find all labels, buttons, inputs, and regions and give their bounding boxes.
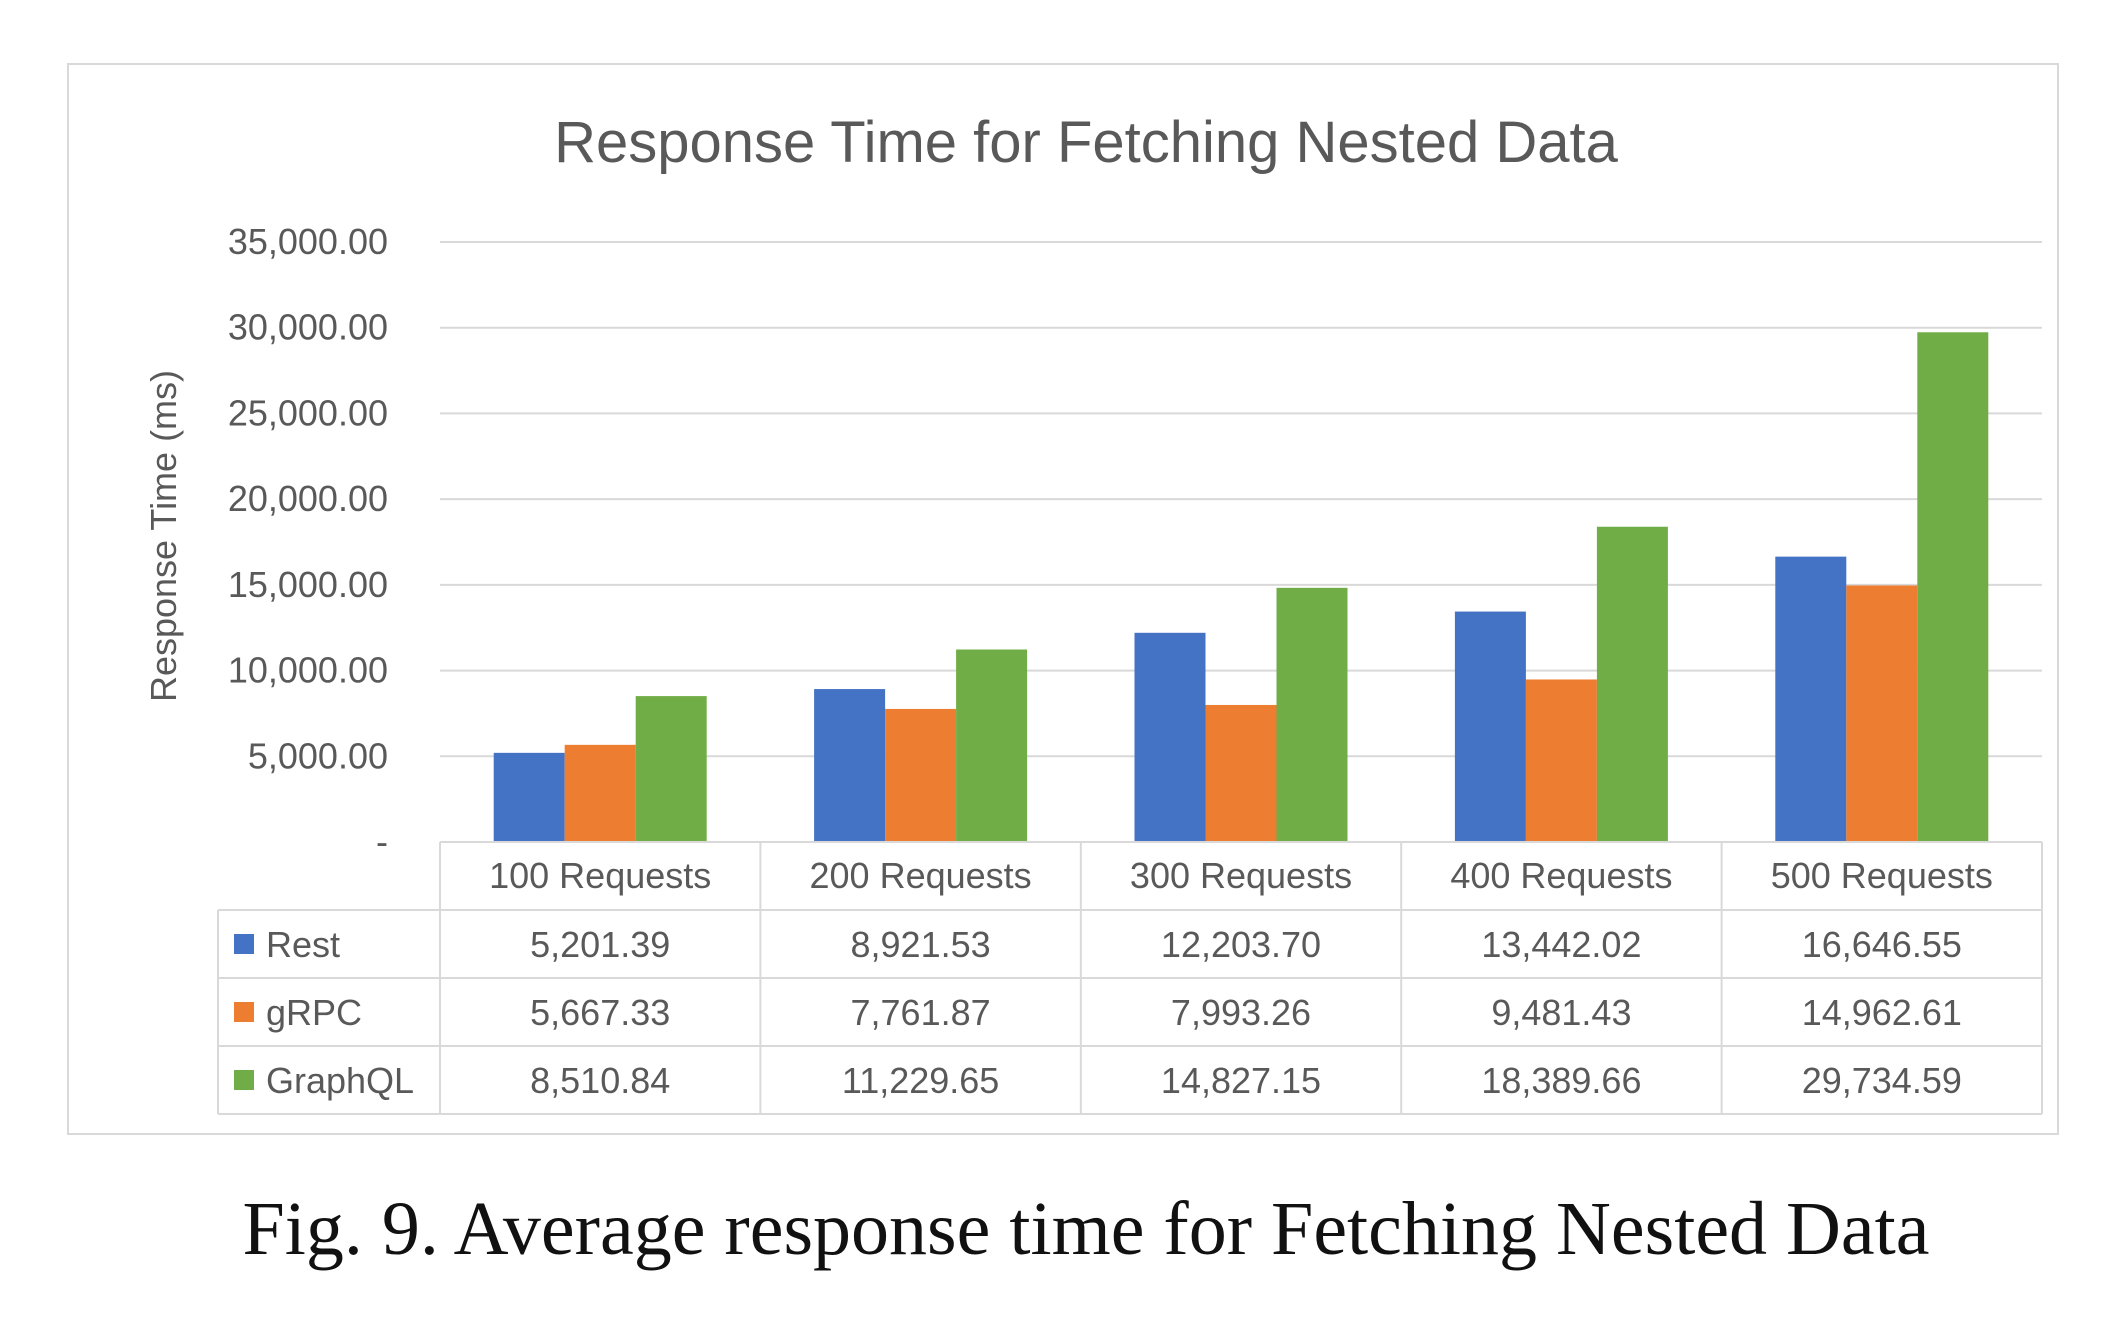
table-cell: 18,389.66 — [1481, 1060, 1641, 1101]
legend-key-graphql — [234, 1070, 254, 1090]
table-cell: 5,667.33 — [530, 992, 670, 1033]
table-cell: 8,510.84 — [530, 1060, 670, 1101]
bar-graphql-5 — [1917, 332, 1989, 842]
y-tick-label: 35,000.00 — [228, 221, 388, 262]
bar-rest-2 — [814, 689, 886, 842]
chart-title: Response Time for Fetching Nested Data — [554, 110, 1619, 175]
y-tick-label: 25,000.00 — [228, 392, 388, 433]
table-cell: 14,962.61 — [1802, 992, 1962, 1033]
table-cell: 11,229.65 — [842, 1060, 999, 1101]
bars — [493, 332, 1989, 842]
series-label: Rest — [266, 924, 340, 965]
bar-graphql-2 — [956, 649, 1028, 842]
category-label: 100 Requests — [489, 855, 711, 896]
table-cell: 16,646.55 — [1802, 924, 1962, 965]
data-table: 100 Requests 200 Requests 300 Requests 400 … — [217, 841, 2043, 1115]
table-cell: 5,201.39 — [530, 924, 670, 965]
y-tick-label: 15,000.00 — [228, 564, 388, 605]
bar-rest-5 — [1775, 556, 1847, 842]
y-axis-label: Response Time (ms) — [143, 370, 184, 702]
legend-key-grpc — [234, 1002, 254, 1022]
category-label: 200 Requests — [810, 855, 1032, 896]
y-axis-ticks: - 5,000.00 10,000.00 15,000.00 20,000.00 25,0… — [228, 221, 388, 862]
table-cell: 8,921.53 — [851, 924, 991, 965]
y-tick-label: - — [376, 821, 388, 862]
bar-graphql-1 — [635, 696, 707, 842]
bar-rest-3 — [1134, 632, 1206, 842]
table-cell: 7,761.87 — [851, 992, 991, 1033]
category-label: 400 Requests — [1450, 855, 1672, 896]
table-cell: 29,734.59 — [1802, 1060, 1962, 1101]
y-tick-label: 10,000.00 — [228, 650, 388, 691]
table-cell: 12,203.70 — [1161, 924, 1321, 965]
bar-grpc-1 — [564, 744, 636, 842]
table-cell: 13,442.02 — [1481, 924, 1641, 965]
bar-rest-4 — [1454, 611, 1526, 842]
bar-grpc-5 — [1846, 585, 1918, 842]
bar-graphql-4 — [1596, 526, 1668, 842]
legend-key-rest — [234, 934, 254, 954]
gridlines — [440, 241, 2042, 758]
bar-graphql-3 — [1276, 587, 1348, 842]
bar-rest-1 — [493, 752, 565, 842]
y-tick-label: 30,000.00 — [228, 307, 388, 348]
series-label: gRPC — [266, 992, 362, 1033]
y-tick-label: 5,000.00 — [248, 735, 388, 776]
bar-grpc-3 — [1205, 704, 1277, 842]
table-cell: 14,827.15 — [1161, 1060, 1321, 1101]
table-cell: 9,481.43 — [1491, 992, 1631, 1033]
category-label: 300 Requests — [1130, 855, 1352, 896]
bar-grpc-2 — [885, 708, 957, 842]
figure-caption: Fig. 9. Average response time for Fetchi… — [242, 1187, 1929, 1271]
table-cell: 7,993.26 — [1171, 992, 1311, 1033]
y-tick-label: 20,000.00 — [228, 478, 388, 519]
bar-grpc-4 — [1525, 679, 1597, 842]
category-label: 500 Requests — [1771, 855, 1993, 896]
series-label: GraphQL — [266, 1060, 414, 1101]
